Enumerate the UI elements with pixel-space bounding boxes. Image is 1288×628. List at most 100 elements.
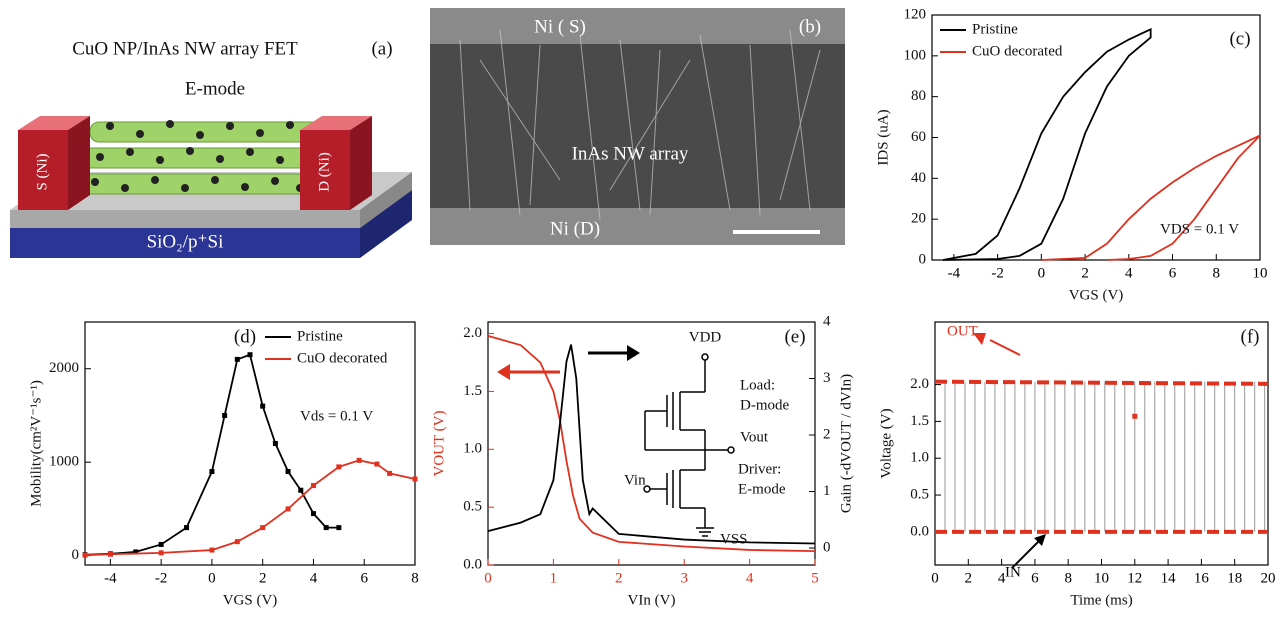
y-tick-label: 0.0 bbox=[910, 523, 929, 539]
y-tick-label: 1.5 bbox=[463, 383, 482, 399]
y-tick-label: 2.0 bbox=[910, 376, 929, 392]
x-tick-label: 20 bbox=[1261, 570, 1276, 586]
y-tick-label: 1000 bbox=[49, 454, 79, 470]
y-tick-label: 0.5 bbox=[910, 486, 929, 502]
y-tick-label: 0 bbox=[72, 547, 80, 563]
x-tick-label: 0 bbox=[208, 570, 216, 586]
annotation: IN bbox=[1005, 564, 1021, 580]
circuit-label: Vout bbox=[740, 429, 769, 445]
marker bbox=[413, 477, 418, 482]
x-tick-label: -4 bbox=[104, 570, 117, 586]
x-tick-label: 6 bbox=[1031, 570, 1039, 586]
panel-a-title: CuO NP/InAs NW array FET bbox=[72, 38, 298, 59]
drain-region-label: Ni (D) bbox=[550, 218, 600, 239]
series-line bbox=[85, 355, 339, 555]
x-tick-label: 4 bbox=[310, 570, 318, 586]
circuit-label: D-mode bbox=[740, 397, 789, 413]
y-axis-label: IDS (uA) bbox=[875, 109, 891, 165]
legend-label: CuO decorated bbox=[297, 350, 388, 366]
y-axis-label: Voltage (V) bbox=[878, 408, 894, 478]
y-tick-label: 20 bbox=[911, 211, 926, 227]
figure: CuO NP/InAs NW array FET (a) E-mode S (N… bbox=[0, 0, 1288, 623]
panel-label: (e) bbox=[784, 326, 805, 347]
array-label: InAs NW array bbox=[572, 143, 689, 164]
y2-tick-label: 2 bbox=[823, 426, 831, 442]
x-tick-label: -2 bbox=[991, 265, 1004, 281]
marker bbox=[222, 413, 227, 418]
marker bbox=[311, 483, 316, 488]
y-axis-label: Mobility(cm²V⁻¹s⁻¹) bbox=[28, 380, 44, 507]
substrate-label: SiO₂/p⁺Si bbox=[147, 231, 224, 252]
x-tick-label: 18 bbox=[1227, 570, 1242, 586]
marker bbox=[336, 464, 341, 469]
marker bbox=[311, 511, 316, 516]
y-tick-label: 2000 bbox=[49, 360, 79, 376]
series-line bbox=[1041, 135, 1260, 260]
y-tick-label: 1.0 bbox=[910, 450, 929, 466]
circuit-label: Vin bbox=[624, 472, 646, 488]
panel-label: (f) bbox=[1241, 326, 1260, 347]
x-tick-label: 2 bbox=[965, 570, 973, 586]
x-tick-label: 4 bbox=[1125, 265, 1133, 281]
y2-tick-label: 4 bbox=[823, 313, 831, 329]
x-tick-label: 6 bbox=[1169, 265, 1177, 281]
circuit-label: Driver: bbox=[738, 461, 781, 477]
x-tick-label: 1 bbox=[550, 570, 558, 586]
circuit-label: VSS bbox=[720, 531, 748, 547]
marker bbox=[235, 357, 240, 362]
x-tick-label: 2 bbox=[1081, 265, 1089, 281]
marker bbox=[159, 542, 164, 547]
x-tick-label: 16 bbox=[1194, 570, 1210, 586]
y-tick-label: 1.5 bbox=[910, 413, 929, 429]
annotation: OUT bbox=[947, 323, 978, 339]
x-tick-label: 8 bbox=[1064, 570, 1072, 586]
x-tick-label: 0 bbox=[484, 570, 492, 586]
drain-label: D (Ni) bbox=[316, 152, 332, 192]
legend-label: Pristine bbox=[297, 328, 343, 344]
legend-label: Pristine bbox=[972, 21, 1018, 37]
x-tick-label: 10 bbox=[1253, 265, 1268, 281]
panel-label: (a) bbox=[371, 38, 392, 59]
x-tick-label: 0 bbox=[1038, 265, 1046, 281]
x-tick-label: 3 bbox=[680, 570, 688, 586]
x-axis-label: VGS (V) bbox=[1069, 287, 1124, 303]
series-line bbox=[943, 29, 1151, 260]
marker bbox=[209, 548, 214, 553]
y2-axis-label: Gain (-dVOUT / dVIn) bbox=[838, 374, 854, 513]
marker bbox=[209, 469, 214, 474]
x-tick-label: 2 bbox=[615, 570, 623, 586]
y-tick-label: 80 bbox=[911, 88, 926, 104]
x-tick-label: 0 bbox=[931, 570, 939, 586]
marker bbox=[260, 525, 265, 530]
x-tick-label: 10 bbox=[1094, 570, 1109, 586]
marker bbox=[298, 488, 303, 493]
marker bbox=[336, 525, 341, 530]
x-tick-label: 4 bbox=[746, 570, 754, 586]
circuit-label: VDD bbox=[689, 329, 722, 345]
circuit-diagram bbox=[644, 354, 734, 536]
y2-tick-label: 0 bbox=[823, 539, 831, 555]
y2-tick-label: 3 bbox=[823, 370, 831, 386]
marker bbox=[324, 525, 329, 530]
marker bbox=[387, 471, 392, 476]
marker bbox=[286, 469, 291, 474]
y-tick-label: 40 bbox=[911, 170, 926, 186]
x-tick-label: -2 bbox=[155, 570, 168, 586]
marker bbox=[83, 553, 88, 558]
mode-label: E-mode bbox=[185, 78, 245, 99]
x-tick-label: 8 bbox=[1213, 265, 1221, 281]
annotation: Vds = 0.1 V bbox=[300, 408, 373, 424]
panel-label: (d) bbox=[234, 326, 256, 347]
x-axis-label: VGS (V) bbox=[223, 592, 278, 608]
y-tick-label: 2.0 bbox=[463, 325, 482, 341]
sem-image bbox=[430, 8, 845, 245]
marker bbox=[248, 352, 253, 357]
marker bbox=[286, 506, 291, 511]
marker bbox=[374, 462, 379, 467]
y-tick-label: 60 bbox=[911, 129, 926, 145]
x-tick-label: 6 bbox=[360, 570, 368, 586]
x-tick-label: 5 bbox=[811, 570, 819, 586]
marker bbox=[357, 458, 362, 463]
series-line bbox=[85, 460, 415, 555]
y-tick-label: 1.0 bbox=[463, 441, 482, 457]
